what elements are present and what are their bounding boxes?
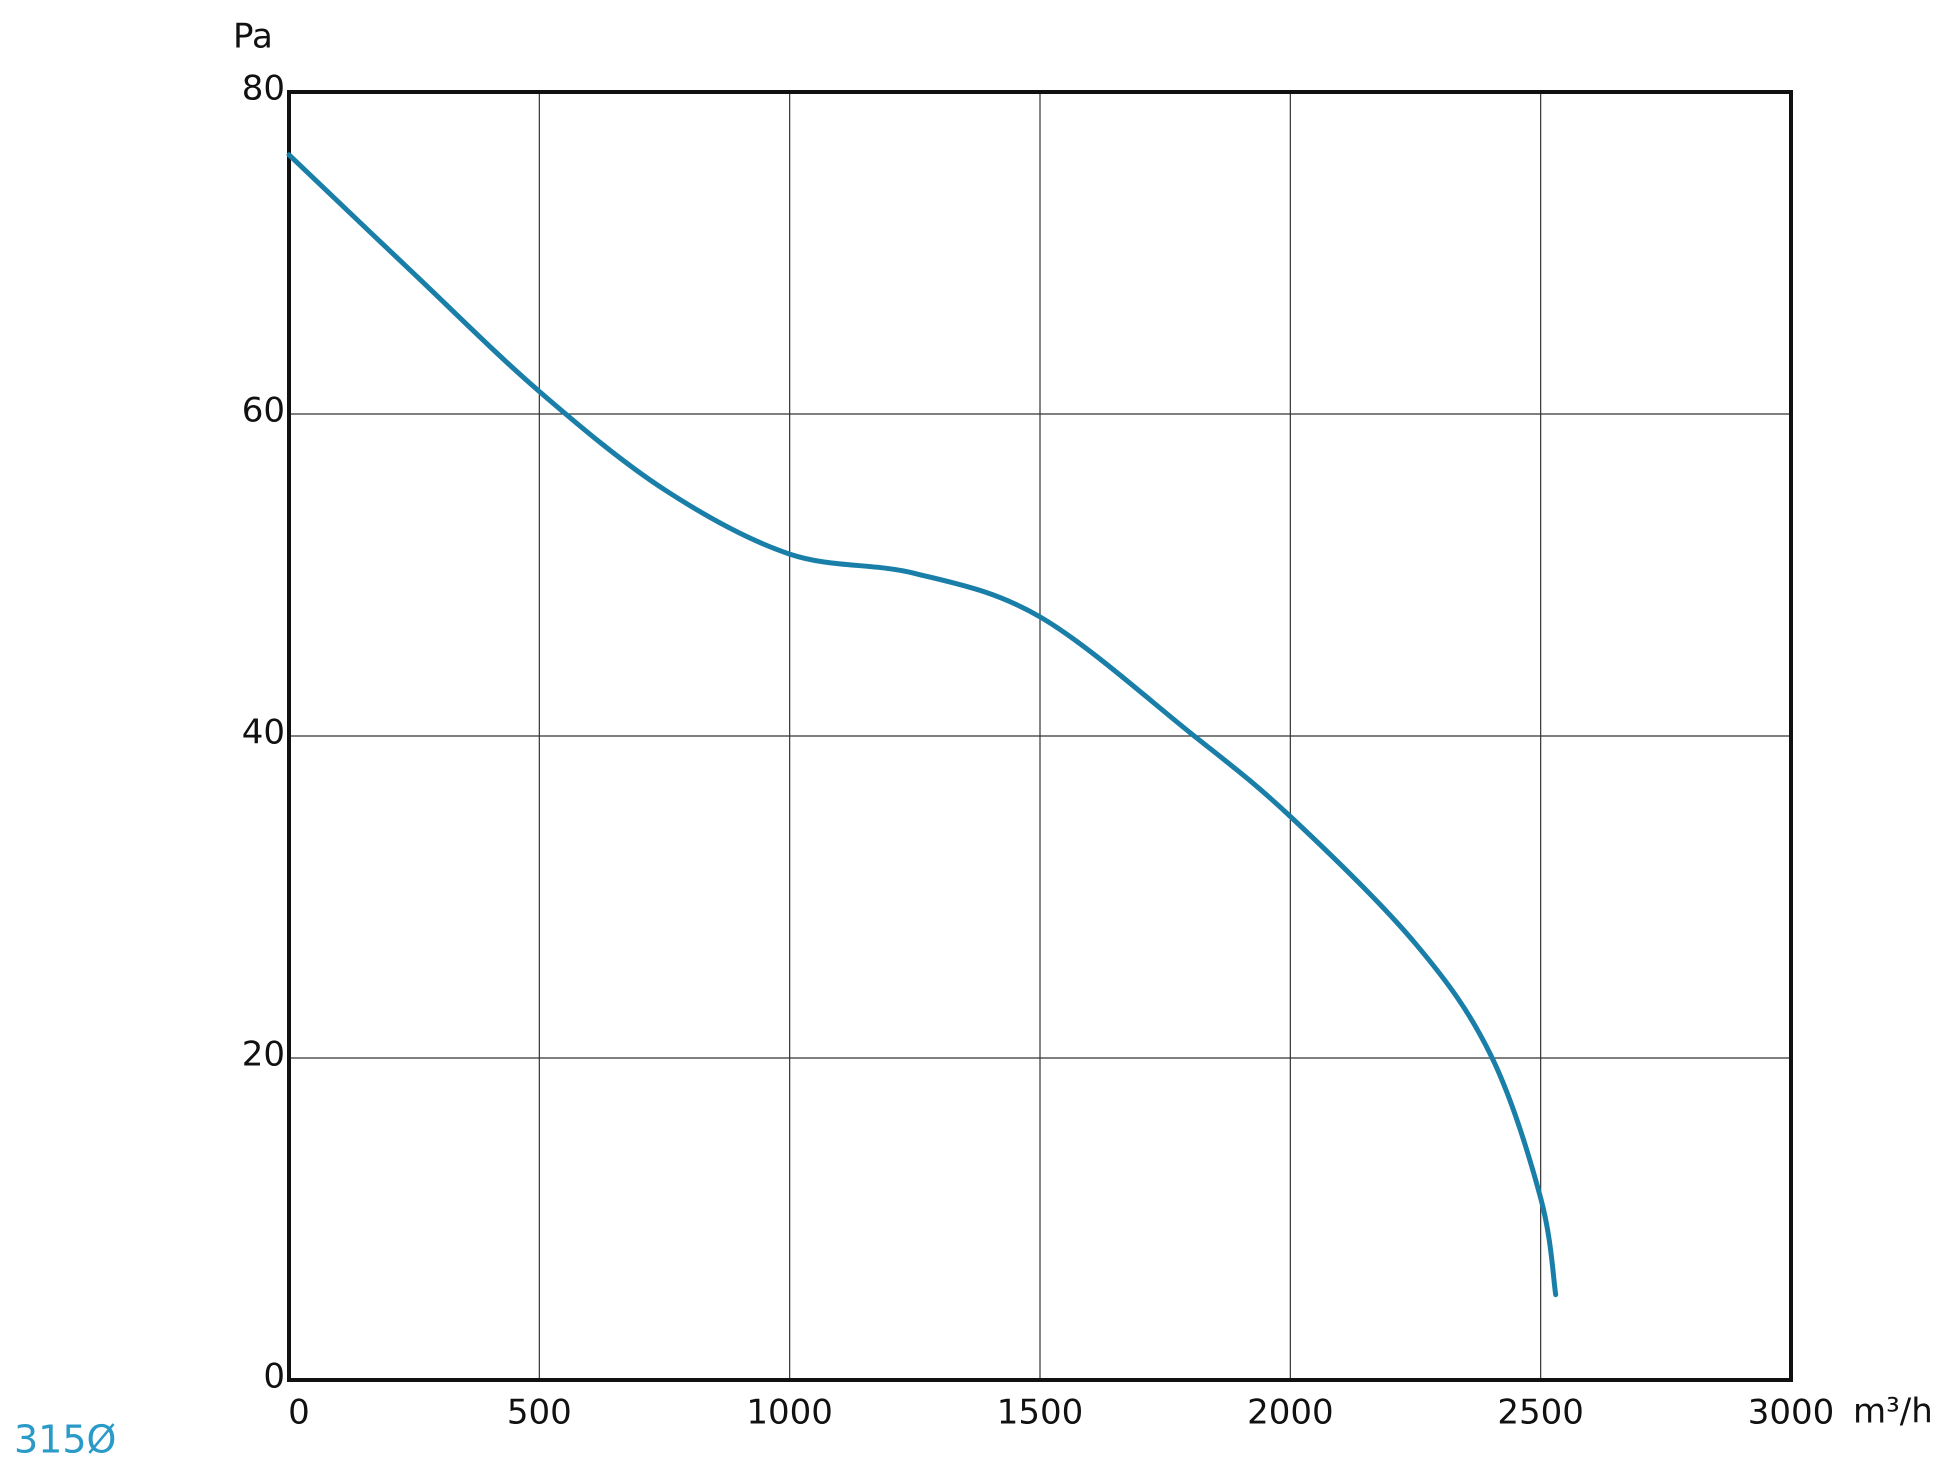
x-tick-label: 500 [507,1393,572,1433]
plot-frame [287,90,1793,1382]
y-axis-label: Pa [233,17,273,57]
y-tick-label: 20 [242,1035,285,1075]
x-tick-label: 2000 [1247,1393,1334,1433]
y-tick-label: 40 [242,713,285,753]
x-axis-label: m³/h [1853,1392,1933,1432]
annotation: 315Ø [14,1418,116,1462]
x-tick-label: 3000 [1748,1393,1835,1433]
y-tick-label: 60 [242,391,285,431]
x-tick-label: 2500 [1497,1393,1584,1433]
x-tick-label: 0 [288,1393,310,1433]
x-tick-label: 1500 [997,1393,1084,1433]
y-tick-label: 80 [242,69,285,109]
curve [286,152,1559,1298]
x-tick-label: 1000 [746,1393,833,1433]
y-tick-label: 0 [263,1357,285,1397]
